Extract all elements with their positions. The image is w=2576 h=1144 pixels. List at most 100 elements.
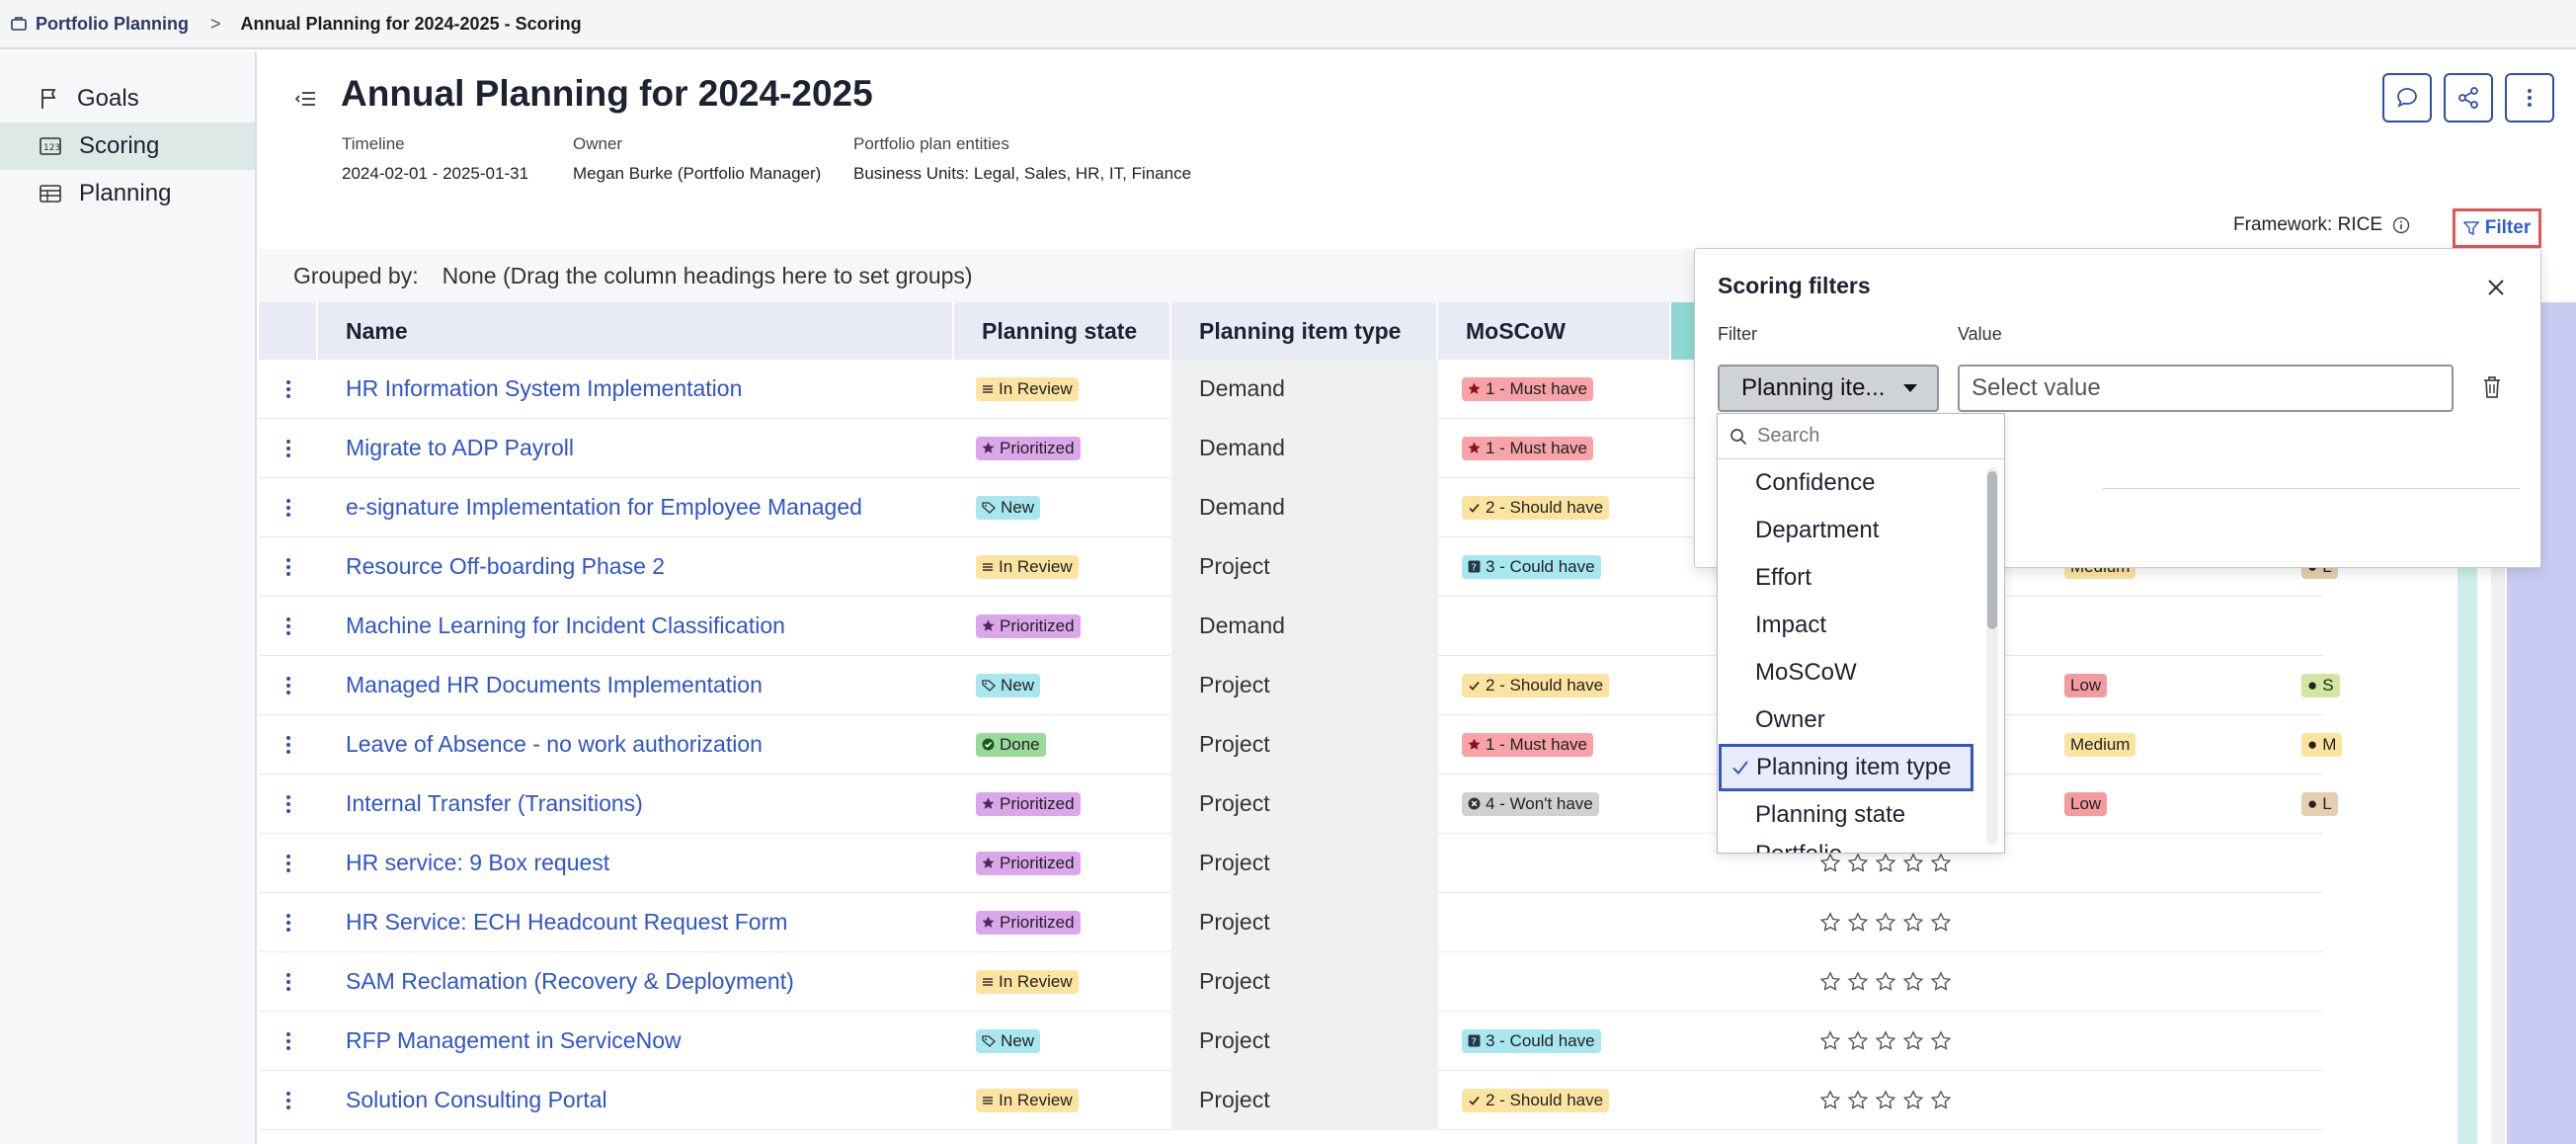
row-name-link[interactable]: Machine Learning for Incident Classifica… <box>346 613 785 638</box>
star-icon[interactable] <box>1875 1089 1896 1111</box>
trash-icon[interactable] <box>2482 375 2502 399</box>
row-name-link[interactable]: HR service: 9 Box request <box>346 850 610 875</box>
star-icon[interactable] <box>1902 1089 1924 1111</box>
row-menu-button[interactable] <box>259 537 318 597</box>
row-type-cell[interactable]: Project <box>1171 951 1438 1012</box>
dropdown-search-input[interactable] <box>1757 425 1974 448</box>
star-icon[interactable] <box>1930 1089 1952 1111</box>
dropdown-option[interactable]: Planning item type <box>1719 744 1973 791</box>
row-name-link[interactable]: RFP Management in ServiceNow <box>346 1027 682 1053</box>
info-icon[interactable] <box>2392 216 2410 234</box>
row-type-cell[interactable]: Project <box>1171 892 1438 952</box>
star-icon[interactable] <box>1847 911 1869 934</box>
row-menu-button[interactable] <box>259 478 318 537</box>
star-icon[interactable] <box>1819 911 1841 934</box>
star-icon[interactable] <box>1930 1029 1952 1052</box>
star-icon[interactable] <box>1902 911 1924 934</box>
star-icon[interactable] <box>1819 852 1841 874</box>
star-icon[interactable] <box>1847 1029 1869 1052</box>
row-name-link[interactable]: Managed HR Documents Implementation <box>346 672 763 697</box>
row-menu-button[interactable] <box>259 597 318 656</box>
star-icon[interactable] <box>1930 852 1952 874</box>
row-moscow-cell[interactable]: 2 - Should have <box>1438 1071 1671 1130</box>
row-state-cell[interactable]: In Review <box>954 537 1171 597</box>
row-type-cell[interactable]: Project <box>1171 536 1438 597</box>
row-state-cell[interactable]: New <box>954 478 1171 537</box>
row-name-link[interactable]: Leave of Absence - no work authorization <box>346 731 763 757</box>
row-menu-button[interactable] <box>259 893 318 952</box>
row-type-cell[interactable]: Demand <box>1171 477 1438 537</box>
dropdown-option-portfolio[interactable]: Portfolio <box>1755 841 1842 853</box>
row-moscow-cell[interactable]: 4 - Won't have <box>1438 775 1671 834</box>
row-moscow-cell[interactable]: 2 - Should have <box>1438 656 1671 715</box>
filter-field-select[interactable]: Planning ite... <box>1718 365 1939 412</box>
star-icon[interactable] <box>1847 1089 1869 1111</box>
row-state-cell[interactable]: Prioritized <box>954 834 1171 893</box>
row-moscow-cell[interactable] <box>1438 893 1671 952</box>
row-name-link[interactable]: e-signature Implementation for Employee … <box>346 494 862 520</box>
star-icon[interactable] <box>1930 970 1952 993</box>
row-state-cell[interactable]: Prioritized <box>954 775 1171 834</box>
filter-button[interactable]: Filter <box>2453 208 2541 248</box>
row-menu-button[interactable] <box>259 656 318 715</box>
row-state-cell[interactable]: New <box>954 656 1171 715</box>
filter-value-input[interactable] <box>1958 365 2454 412</box>
dropdown-option[interactable]: MoSCoW <box>1718 649 1976 696</box>
dropdown-option[interactable]: Owner <box>1718 696 1976 744</box>
row-type-cell[interactable]: Project <box>1171 1011 1438 1071</box>
more-button[interactable] <box>2505 73 2554 123</box>
share-button[interactable] <box>2444 73 2493 123</box>
row-moscow-cell[interactable] <box>1438 952 1671 1012</box>
column-header-moscow[interactable]: MoSCoW <box>1438 302 1671 360</box>
row-menu-button[interactable] <box>259 715 318 775</box>
row-type-cell[interactable]: Demand <box>1171 418 1438 478</box>
row-menu-button[interactable] <box>259 952 318 1012</box>
row-moscow-cell[interactable] <box>1438 597 1671 656</box>
row-name-link[interactable]: Resource Off-boarding Phase 2 <box>346 553 666 579</box>
row-state-cell[interactable]: Prioritized <box>954 419 1171 478</box>
row-name-link[interactable]: Migrate to ADP Payroll <box>346 435 574 460</box>
sidebar-item-planning[interactable]: Planning <box>0 170 255 217</box>
row-state-cell[interactable]: Done <box>954 715 1171 775</box>
row-type-cell[interactable]: Project <box>1171 1070 1438 1130</box>
star-icon[interactable] <box>1902 1029 1924 1052</box>
row-state-cell[interactable]: In Review <box>954 952 1171 1012</box>
row-moscow-cell[interactable]: 1 - Must have <box>1438 715 1671 775</box>
dropdown-option[interactable]: Planning state <box>1718 791 1976 839</box>
row-menu-button[interactable] <box>259 419 318 478</box>
row-name-link[interactable]: SAM Reclamation (Recovery & Deployment) <box>346 968 794 994</box>
row-menu-button[interactable] <box>259 834 318 893</box>
row-menu-button[interactable] <box>259 1012 318 1071</box>
dropdown-option[interactable]: Impact <box>1718 602 1976 649</box>
collapse-icon[interactable] <box>294 89 316 109</box>
dropdown-scroll-thumb[interactable] <box>1987 471 1997 629</box>
column-header-state[interactable]: Planning state <box>954 302 1171 360</box>
star-icon[interactable] <box>1819 1089 1841 1111</box>
star-icon[interactable] <box>1875 852 1896 874</box>
close-icon[interactable] <box>2487 279 2505 296</box>
column-header-name[interactable]: Name <box>318 302 954 360</box>
rating-stars[interactable] <box>1819 1029 1952 1052</box>
row-type-cell[interactable]: Demand <box>1171 596 1438 656</box>
star-icon[interactable] <box>1819 970 1841 993</box>
row-name-link[interactable]: Solution Consulting Portal <box>346 1087 607 1112</box>
star-icon[interactable] <box>1875 970 1896 993</box>
sidebar-item-goals[interactable]: Goals <box>0 75 255 123</box>
row-name-link[interactable]: HR Information System Implementation <box>346 375 743 401</box>
star-icon[interactable] <box>1875 911 1896 934</box>
comment-button[interactable] <box>2382 73 2432 123</box>
star-icon[interactable] <box>1902 970 1924 993</box>
star-icon[interactable] <box>1819 1029 1841 1052</box>
row-state-cell[interactable]: Prioritized <box>954 893 1171 952</box>
row-menu-button[interactable] <box>259 1071 318 1130</box>
row-type-cell[interactable]: Project <box>1171 833 1438 893</box>
row-state-cell[interactable]: Prioritized <box>954 597 1171 656</box>
star-icon[interactable] <box>1847 970 1869 993</box>
row-moscow-cell[interactable]: 1 - Must have <box>1438 360 1671 419</box>
dropdown-option[interactable]: Effort <box>1718 554 1976 602</box>
breadcrumb-root[interactable]: Portfolio Planning <box>10 14 189 35</box>
row-moscow-cell[interactable]: 1 - Must have <box>1438 419 1671 478</box>
dropdown-option[interactable]: Confidence <box>1718 459 1976 507</box>
star-icon[interactable] <box>1875 1029 1896 1052</box>
row-menu-button[interactable] <box>259 775 318 834</box>
